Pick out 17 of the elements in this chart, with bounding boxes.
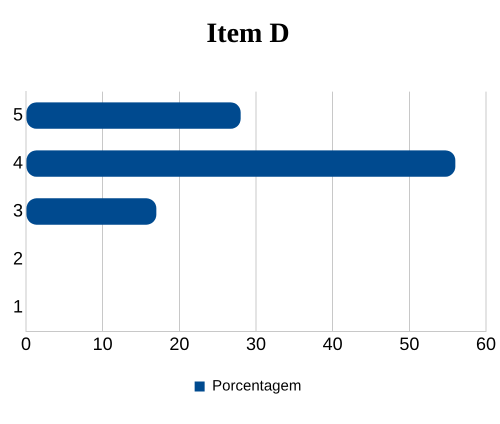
y-tick-label: 3 (12, 200, 24, 220)
x-tick-label: 50 (399, 334, 420, 354)
x-tick-label: 60 (476, 334, 496, 354)
bar (26, 198, 156, 225)
legend-label: Porcentagem (212, 378, 302, 395)
y-tick-label: 4 (12, 152, 24, 173)
x-tick-label: 20 (169, 334, 190, 354)
y-tick-label: 1 (12, 296, 24, 316)
x-tick-label: 40 (322, 334, 343, 354)
y-tick-label: 2 (12, 248, 24, 268)
x-tick-label: 10 (92, 334, 113, 354)
x-tick-label: 0 (21, 334, 32, 354)
bar (26, 150, 456, 177)
bar (26, 102, 241, 129)
y-tick-label: 5 (12, 104, 24, 125)
chart-title: Item D (206, 18, 290, 50)
x-tick-label: 30 (246, 334, 266, 354)
